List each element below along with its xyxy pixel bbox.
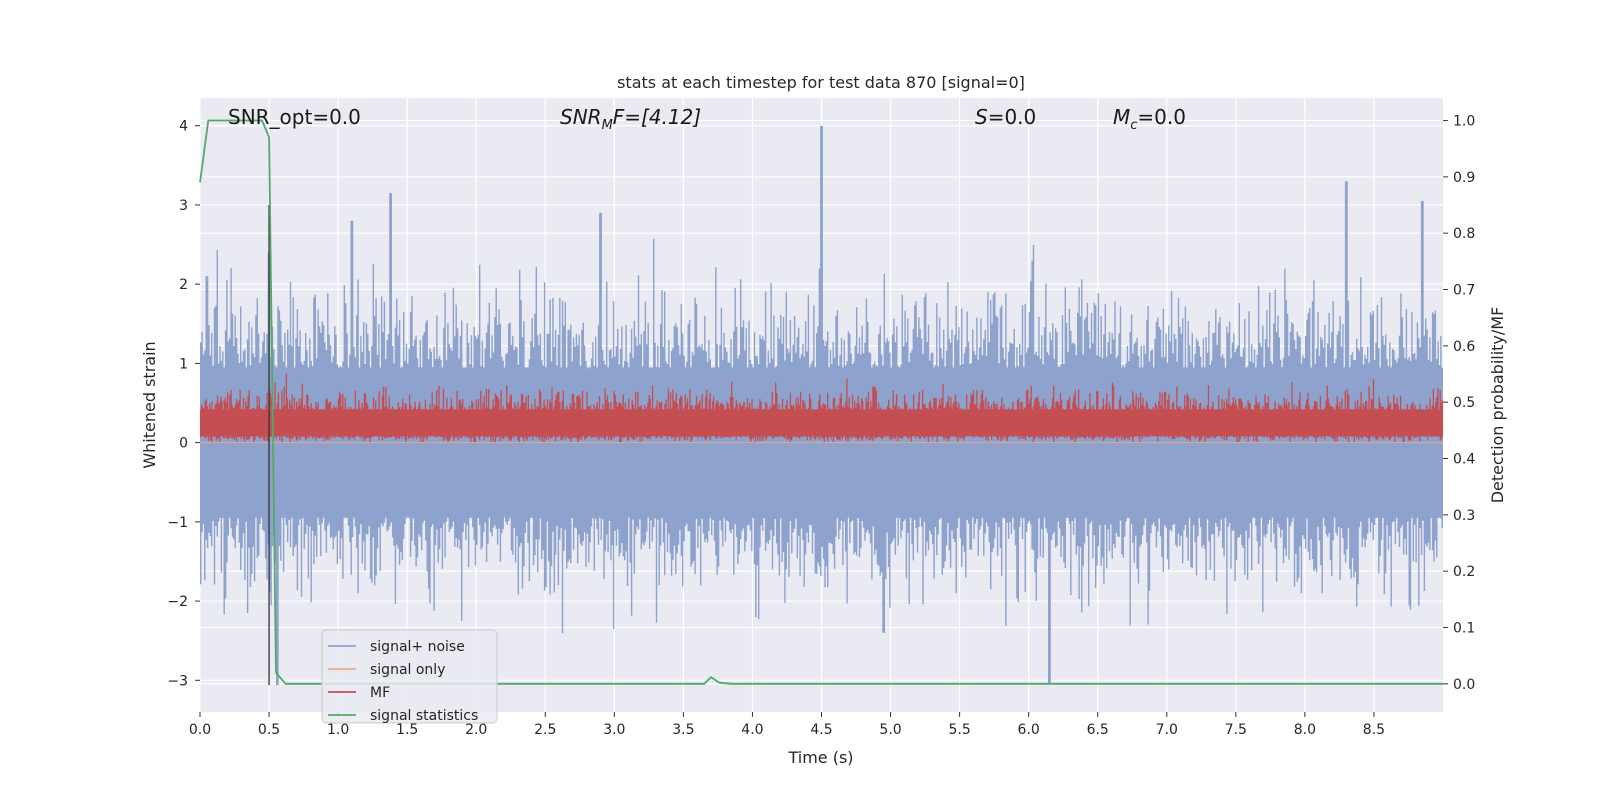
snr-mf-annotation: SNRMF=[4.12] [560,105,701,133]
snr-mf-sub: M [602,118,613,133]
x-tick-label: 4.0 [741,722,763,738]
x-axis-ticks: 0.0 0.5 1.0 1.5 2.0 2.5 3.0 3.5 4.0 4.5 5.0 5.5 6.0 6… [189,712,1385,738]
legend-box [321,629,498,724]
snr-opt-annotation: SNR_opt=0.0 [228,105,361,129]
x-tick-label: 0.0 [189,722,211,738]
y2-tick-label: 0.3 [1453,508,1475,524]
y2-tick-label: 1.0 [1453,114,1475,130]
s-main: S [975,105,988,129]
x-tick-label: 7.0 [1156,722,1178,738]
y-axis-ticks: 4 3 2 1 0 −1 −2 −3 [167,119,200,689]
x-tick-label: 5.5 [948,722,970,738]
x-tick-label: 7.5 [1225,722,1247,738]
x-tick-label: 6.0 [1018,722,1040,738]
y-tick-label: 0 [179,436,188,452]
mc-rest: =0.0 [1137,105,1186,129]
x-tick-label: 8.0 [1294,722,1316,738]
y-tick-label: −2 [167,594,188,610]
y-tick-label: 3 [179,198,188,214]
snr-mf-main: SNR [560,105,602,129]
y2-tick-label: 0.9 [1453,170,1475,186]
x-tick-label: 3.5 [672,722,694,738]
y2-tick-label: 0.6 [1453,339,1475,355]
x-tick-label: 3.0 [603,722,625,738]
x-tick-label: 2.5 [534,722,556,738]
mc-annotation: Mc=0.0 [1113,105,1186,133]
legend-label: MF [370,685,390,701]
y-tick-label: 1 [179,356,188,372]
mf-series [199,373,1444,443]
snr-mf-rest: F=[4.12] [613,105,701,129]
x-tick-label: 0.5 [258,722,280,738]
mf-band [200,409,1443,437]
y2-tick-label: 0.4 [1453,452,1475,468]
x-tick-label: 8.5 [1363,722,1385,738]
s-annotation: S=0.0 [975,105,1036,129]
legend-label: signal only [370,662,445,678]
x-tick-label: 6.5 [1087,722,1109,738]
y-tick-label: −1 [167,515,188,531]
x-tick-label: 2.0 [465,722,487,738]
y2-tick-label: 0.1 [1453,621,1475,637]
x-axis-label: Time (s) [787,748,853,767]
legend-label: signal statistics [370,708,478,724]
legend-label: signal+ noise [370,639,465,655]
y2-tick-label: 0.2 [1453,564,1475,580]
x-tick-label: 1.5 [396,722,418,738]
signal-statistics-line [199,119,1443,685]
y-tick-label: 2 [179,277,188,293]
y2-tick-label: 0.8 [1453,226,1475,242]
x-tick-label: 5.0 [879,722,901,738]
y-axis-label: Whitened strain [140,341,159,468]
y2-axis-ticks: 1.0 0.9 0.8 0.7 0.6 0.5 0.4 0.3 0.2 0.1 0.0 [1443,114,1475,693]
x-tick-label: 4.5 [810,722,832,738]
y2-tick-label: 0.7 [1453,283,1475,299]
y2-axis-label: Detection probability/MF [1488,307,1507,504]
s-rest: =0.0 [988,105,1037,129]
mc-main: M [1113,105,1130,129]
y2-tick-label: 0.5 [1453,395,1475,411]
mc-sub: c [1130,118,1137,133]
y2-tick-label: 0.0 [1453,677,1475,693]
legend: signal+ noise signal only MF signal statist… [321,629,498,724]
x-tick-label: 1.0 [327,722,349,738]
chart-title: stats at each timestep for test data 870… [617,73,1025,92]
y-tick-label: 4 [179,119,188,135]
y-tick-label: −3 [167,673,188,689]
signal-statistics-series [199,119,1443,685]
